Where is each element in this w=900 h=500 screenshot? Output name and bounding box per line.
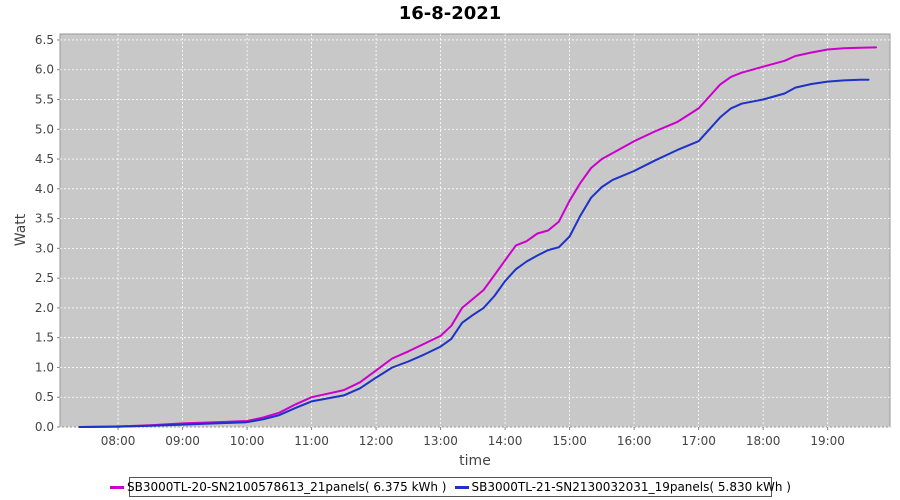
y-axis-title: Watt <box>13 213 29 246</box>
y-tick-label: 6.0 <box>35 63 54 77</box>
x-tick-label: 14:00 <box>488 434 523 448</box>
y-tick-label: 2.0 <box>35 301 54 315</box>
series-line-1 <box>78 46 877 428</box>
y-tick-label: 0.0 <box>35 420 54 434</box>
y-tick-label: 4.0 <box>35 182 54 196</box>
x-tick-label: 15:00 <box>552 434 587 448</box>
x-tick-label: 18:00 <box>746 434 781 448</box>
series-layer <box>78 46 877 428</box>
series-line-2 <box>78 78 870 428</box>
y-tick-label: 6.5 <box>35 33 54 47</box>
legend-label-series-1: SB3000TL-20-SN2100578613_21panels( 6.375… <box>127 480 447 494</box>
legend-item-series-2: SB3000TL-21-SN2130032031_19panels( 5.830… <box>454 480 791 494</box>
y-tick-label: 3.0 <box>35 241 54 255</box>
x-tick-label: 09:00 <box>165 434 200 448</box>
legend-swatch-series-2 <box>454 485 469 489</box>
y-tick-label: 5.5 <box>35 93 54 107</box>
legend-item-series-1: SB3000TL-20-SN2100578613_21panels( 6.375… <box>110 480 447 494</box>
y-tick-label: 4.5 <box>35 152 54 166</box>
y-tick-label: 5.0 <box>35 122 54 136</box>
legend: SB3000TL-20-SN2100578613_21panels( 6.375… <box>110 477 791 497</box>
x-tick-label: 12:00 <box>359 434 394 448</box>
legend-swatch-series-1 <box>110 485 125 489</box>
y-tick-label: 1.0 <box>35 360 54 374</box>
y-tick-label: 2.5 <box>35 271 54 285</box>
x-tick-label: 17:00 <box>681 434 716 448</box>
chart-title: 16-8-2021 <box>398 3 502 24</box>
y-tick-label: 0.5 <box>35 390 54 404</box>
x-tick-label: 08:00 <box>101 434 136 448</box>
x-tick-label: 11:00 <box>294 434 329 448</box>
y-tick-label: 1.5 <box>35 331 54 345</box>
axis-layer: 0.0 0.5 1.0 1.5 2.0 2.5 3.0 3.5 4.0 4.5 5.0 5.5 6.0 6… <box>35 33 845 448</box>
plot-area <box>59 33 891 428</box>
x-axis-title: time <box>459 453 491 469</box>
legend-label-series-2: SB3000TL-21-SN2130032031_19panels( 5.830… <box>471 480 791 494</box>
x-tick-label: 13:00 <box>423 434 458 448</box>
x-tick-label: 19:00 <box>810 434 845 448</box>
x-tick-label: 10:00 <box>230 434 265 448</box>
y-tick-label: 3.5 <box>35 212 54 226</box>
x-tick-label: 16:00 <box>617 434 652 448</box>
